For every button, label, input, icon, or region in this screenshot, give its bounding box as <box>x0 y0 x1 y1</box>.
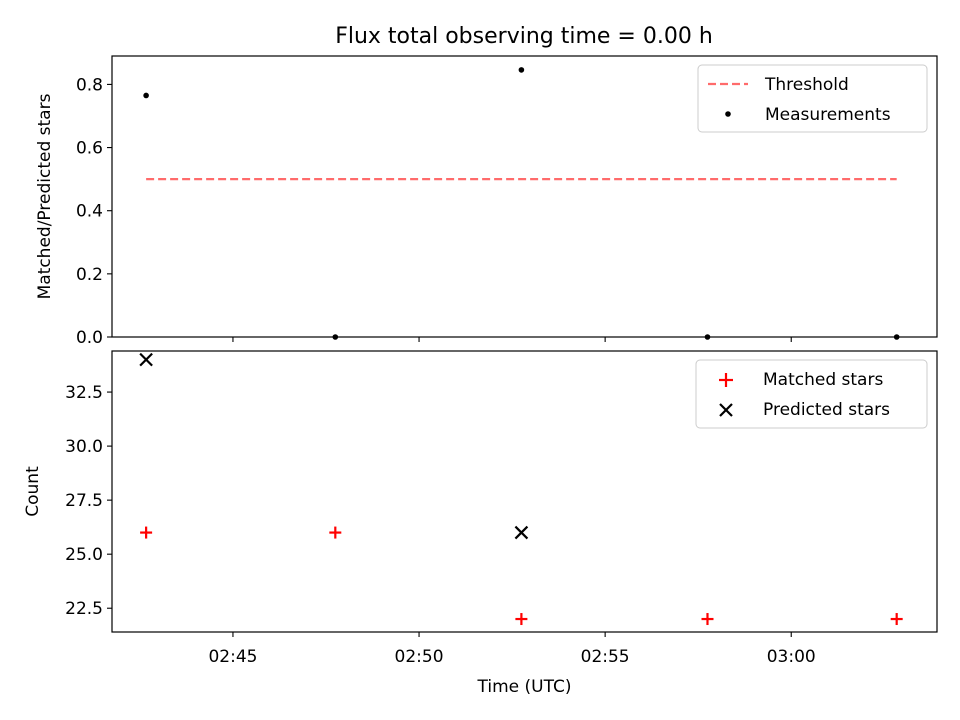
y-tick-label: 30.0 <box>65 437 103 457</box>
y-tick-label: 0.6 <box>76 139 103 159</box>
y-tick-label: 27.5 <box>65 491 103 511</box>
matched-legend-label: Matched stars <box>763 370 883 390</box>
measurements-legend-swatch <box>725 111 731 117</box>
figure-title: Flux total observing time = 0.00 h <box>335 24 713 49</box>
x-marker-b <box>139 352 153 367</box>
bottom-axes-frame <box>111 350 938 633</box>
y-tick-label: 0.8 <box>76 75 103 95</box>
bottom-legend-box <box>695 359 928 429</box>
bottom-x-axis: 02:45 02:50 02:55 03:00 <box>208 632 816 667</box>
bottom-y-axis-label: Count <box>23 466 43 517</box>
bottom-panel: 22.5 25.0 27.5 30.0 32.5 02:45 02:50 02:55 03:0… <box>23 350 938 697</box>
top-x-ticks <box>232 337 792 342</box>
predicted-legend-swatch <box>719 403 733 417</box>
y-tick-label: 0.0 <box>76 328 103 348</box>
threshold-legend-label: Threshold <box>764 75 849 95</box>
bottom-y-axis: 22.5 25.0 27.5 30.0 32.5 <box>65 383 112 619</box>
x-marker-b <box>514 525 529 540</box>
y-tick-label: 22.5 <box>65 599 103 619</box>
top-legend: Threshold Measurements <box>697 64 928 133</box>
matched-star-point <box>140 526 153 539</box>
x-tick-label: 02:55 <box>581 647 630 667</box>
x-tick-label: 02:50 <box>395 647 444 667</box>
y-tick-label: 0.2 <box>76 265 103 285</box>
top-axes-frame <box>111 55 938 338</box>
matched-star-point <box>329 526 342 539</box>
matched-star-point <box>701 613 714 626</box>
measurement-point <box>143 92 149 99</box>
y-tick-label: 0.4 <box>76 202 103 222</box>
matched-star-point <box>515 613 528 626</box>
measurement-point <box>518 67 525 73</box>
top-y-axis-label: Matched/Predicted stars <box>35 93 55 299</box>
top-y-axis: 0.0 0.2 0.4 0.6 0.8 <box>76 75 112 348</box>
x-tick-label: 02:45 <box>208 647 257 667</box>
top-legend-box <box>697 64 928 133</box>
matched-legend-swatch <box>719 373 733 387</box>
y-tick-label: 32.5 <box>65 383 103 403</box>
matched-star-point <box>890 613 903 626</box>
predicted-star-point <box>139 352 153 367</box>
x-tick-label: 03:00 <box>767 647 816 667</box>
bottom-series-layer <box>139 352 903 626</box>
measurements-legend-label: Measurements <box>765 105 891 125</box>
predicted-legend-label: Predicted stars <box>763 400 890 420</box>
x-axis-label: Time (UTC) <box>477 677 572 697</box>
y-tick-label: 25.0 <box>65 545 103 565</box>
bottom-legend: Matched stars Predicted stars <box>695 359 928 429</box>
top-panel: 0.00.20.40.60.8 Matched/Predicted stars … <box>35 55 938 348</box>
predicted-star-point <box>514 525 529 540</box>
